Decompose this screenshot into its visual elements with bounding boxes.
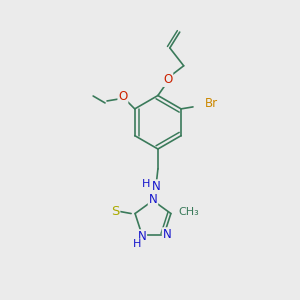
Text: S: S [111, 205, 119, 218]
Text: H: H [133, 239, 141, 250]
Text: CH₃: CH₃ [179, 207, 200, 217]
Text: O: O [118, 91, 128, 103]
Text: N: N [137, 230, 146, 243]
Text: H: H [142, 179, 150, 189]
Text: N: N [148, 193, 157, 206]
Text: N: N [152, 180, 160, 193]
Text: N: N [163, 228, 171, 241]
Text: O: O [163, 73, 172, 86]
Text: Br: Br [205, 98, 218, 110]
